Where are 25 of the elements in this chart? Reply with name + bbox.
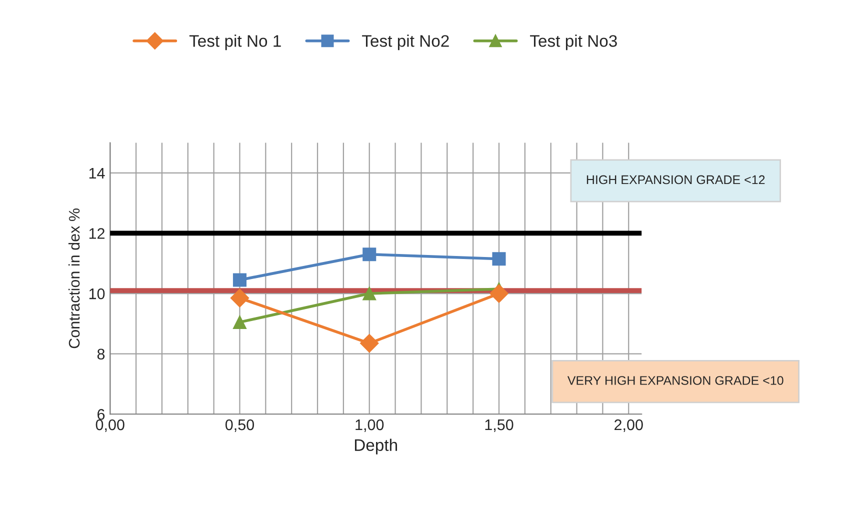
x-tick-label: 0,00: [96, 419, 124, 432]
legend-label: Test pit No2: [362, 34, 449, 50]
point: [362, 286, 376, 300]
point: [232, 273, 247, 287]
x-axis-title: Depth: [354, 438, 397, 454]
y-axis-title: Contraction in dex %: [68, 208, 80, 348]
point: [230, 288, 250, 308]
y-tick-label: 14: [89, 168, 105, 178]
legend-label: Test pit No 1: [189, 34, 281, 50]
x-tick-label: 1,50: [485, 419, 514, 432]
legend-label: Test pit No3: [530, 34, 617, 50]
point: [362, 248, 376, 262]
point: [232, 315, 247, 329]
x-tick-label: 1,00: [356, 419, 384, 432]
y-tick-label: 6: [98, 408, 105, 420]
y-tick-label: 12: [89, 228, 104, 239]
point: [360, 334, 379, 353]
y-tick-label: 8: [97, 348, 105, 360]
x-tick-label: 0,50: [225, 419, 254, 432]
y-tick-label: 10: [89, 288, 105, 300]
annotation: VERY HIGH EXPANSION GRADE <10: [567, 376, 784, 385]
point: [490, 284, 508, 303]
point: [492, 252, 506, 266]
annotation: HIGH EXPANSION GRADE <12: [586, 175, 765, 184]
x-tick-label: 2,00: [614, 419, 643, 432]
